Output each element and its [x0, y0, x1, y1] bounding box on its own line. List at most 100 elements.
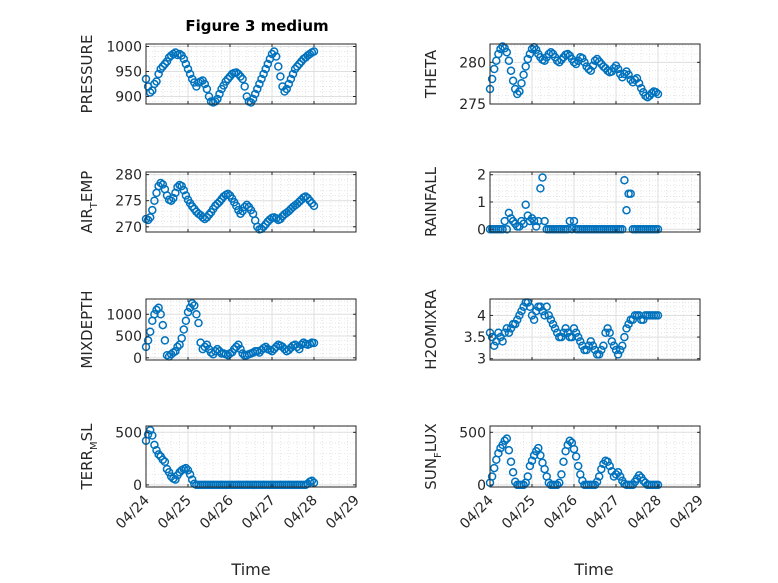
- y-tick-label: 270: [115, 220, 142, 236]
- data-point: [261, 64, 270, 74]
- data-point: [546, 48, 556, 57]
- data-point: [502, 48, 512, 57]
- data-point: [253, 84, 262, 94]
- data-point: [158, 455, 168, 464]
- data-point: [609, 341, 619, 350]
- data-point: [504, 56, 514, 65]
- data-point: [502, 434, 512, 443]
- y-tick-label: 280: [459, 55, 486, 71]
- data-point: [597, 464, 606, 474]
- data-point: [651, 88, 661, 97]
- data-point: [194, 318, 203, 328]
- data-point: [645, 91, 654, 100]
- y-tick-label: 275: [459, 97, 486, 113]
- data-point: [628, 315, 638, 325]
- data-point: [177, 181, 186, 191]
- data-point: [181, 59, 191, 69]
- data-point: [156, 178, 165, 188]
- data-point: [152, 305, 161, 315]
- data-point: [620, 175, 629, 185]
- y-tick-label: 0: [133, 351, 142, 367]
- data-point: [190, 301, 199, 310]
- data-point: [309, 338, 319, 348]
- data-point: [624, 319, 633, 329]
- data-point: [238, 74, 247, 84]
- y-tick-label: 950: [115, 65, 142, 81]
- data-point: [187, 475, 197, 484]
- data-point: [269, 344, 279, 354]
- data-point: [586, 66, 596, 75]
- data-point: [267, 49, 277, 59]
- data-point: [523, 472, 533, 481]
- data-point: [626, 189, 635, 199]
- data-point: [145, 425, 155, 435]
- data-point: [183, 64, 193, 74]
- data-point: [257, 74, 266, 84]
- chart-title: Figure 3 medium: [185, 17, 328, 35]
- data-point: [578, 476, 587, 485]
- data-point: [622, 324, 631, 333]
- data-point: [309, 201, 319, 211]
- data-point: [594, 350, 604, 359]
- axes-box: [145, 43, 357, 105]
- data-point: [531, 45, 541, 55]
- y-tick-label: 500: [115, 425, 142, 441]
- data-point: [632, 73, 642, 83]
- data-point: [597, 345, 606, 355]
- data-point: [609, 63, 619, 73]
- data-point: [309, 47, 319, 56]
- data-point: [267, 347, 277, 356]
- data-point: [634, 471, 644, 480]
- data-point: [594, 57, 604, 66]
- data-point: [250, 89, 260, 99]
- data-point: [525, 49, 535, 59]
- data-point: [255, 79, 264, 89]
- y-tick-label: 0: [133, 478, 142, 494]
- data-point: [548, 319, 558, 329]
- data-point: [271, 52, 281, 61]
- data-point: [202, 340, 212, 350]
- data-point: [502, 324, 512, 333]
- data-point: [555, 478, 564, 488]
- data-point: [525, 461, 535, 471]
- data-point: [529, 315, 539, 325]
- series-terrmsl: [141, 425, 319, 490]
- data-point: [538, 173, 547, 182]
- y-tick-label: 500: [115, 329, 142, 345]
- series-h2omixra: [485, 298, 663, 359]
- data-point: [295, 344, 304, 354]
- data-point: [295, 59, 304, 69]
- data-point: [200, 214, 210, 224]
- data-point: [187, 299, 197, 308]
- data-point: [506, 324, 516, 333]
- data-point: [236, 344, 245, 354]
- data-point: [206, 348, 216, 357]
- data-point: [615, 472, 625, 481]
- y-axis-label: TERRMSL: [78, 423, 100, 491]
- data-point: [158, 62, 168, 71]
- data-point: [563, 225, 572, 234]
- data-point: [521, 200, 530, 209]
- data-point: [573, 461, 583, 471]
- data-point: [584, 341, 593, 350]
- plot-area: [146, 44, 356, 104]
- data-point: [160, 457, 170, 467]
- data-point: [202, 84, 212, 94]
- x-axis-label-right: Time: [573, 560, 613, 579]
- y-axis-label: THETA: [422, 49, 440, 99]
- data-point: [240, 82, 249, 91]
- data-point: [605, 461, 614, 471]
- data-point: [150, 440, 159, 450]
- data-point: [156, 310, 165, 319]
- data-point: [498, 42, 507, 51]
- data-point: [282, 84, 291, 94]
- data-point: [175, 49, 184, 59]
- data-point: [234, 340, 243, 350]
- data-point: [185, 470, 195, 479]
- data-point: [238, 206, 247, 216]
- data-point: [301, 192, 310, 201]
- data-point: [288, 69, 298, 79]
- data-point: [498, 337, 507, 346]
- data-point: [588, 61, 598, 70]
